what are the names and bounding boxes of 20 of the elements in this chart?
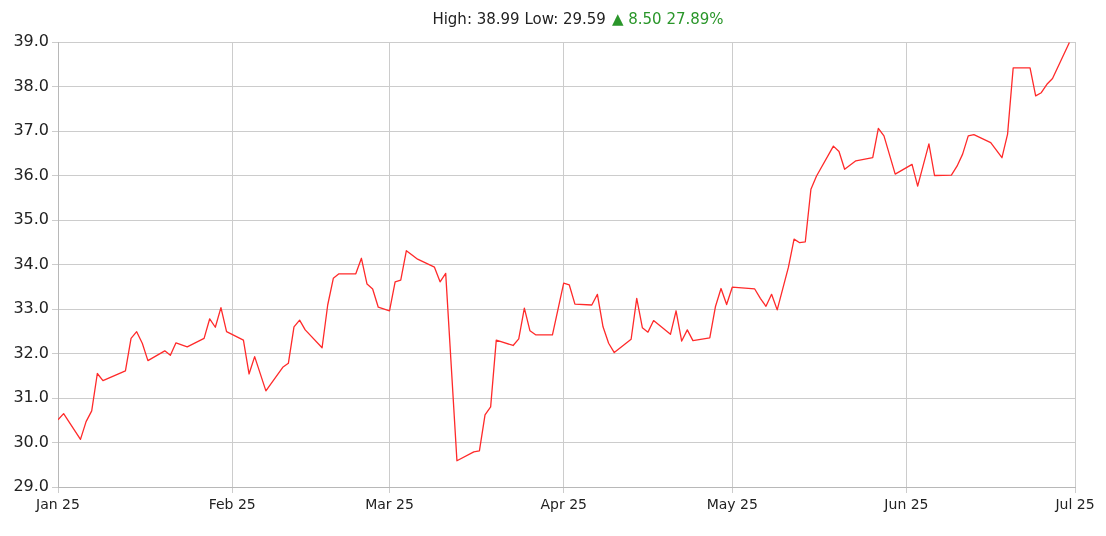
y-tick-label: 32.0 <box>13 342 49 362</box>
x-tick-label: Jul 25 <box>1054 496 1095 513</box>
y-tick-label: 36.0 <box>13 164 49 184</box>
y-tick-label: 33.0 <box>13 298 49 318</box>
y-tick-label: 29.0 <box>13 476 49 496</box>
x-tick-label: Apr 25 <box>540 496 587 513</box>
y-tick-label: 37.0 <box>13 120 49 140</box>
y-tick-label: 30.0 <box>13 431 49 451</box>
chart-subtitle: ▲ 8.50 27.89% <box>611 10 724 28</box>
x-tick-label: Jun 25 <box>883 496 929 513</box>
x-tick-label: Jan 25 <box>35 496 80 513</box>
y-tick-label: 34.0 <box>13 253 49 273</box>
y-tick-label: 39.0 <box>13 31 49 51</box>
y-tick-label: 35.0 <box>13 209 49 229</box>
x-tick-label: Mar 25 <box>365 496 414 513</box>
y-tick-label: 38.0 <box>13 75 49 95</box>
y-tick-label: 31.0 <box>13 387 49 407</box>
x-tick-label: May 25 <box>706 496 758 513</box>
chart-title: High: 38.99 Low: 29.59 <box>432 10 606 28</box>
x-tick-label: Feb 25 <box>208 496 256 513</box>
